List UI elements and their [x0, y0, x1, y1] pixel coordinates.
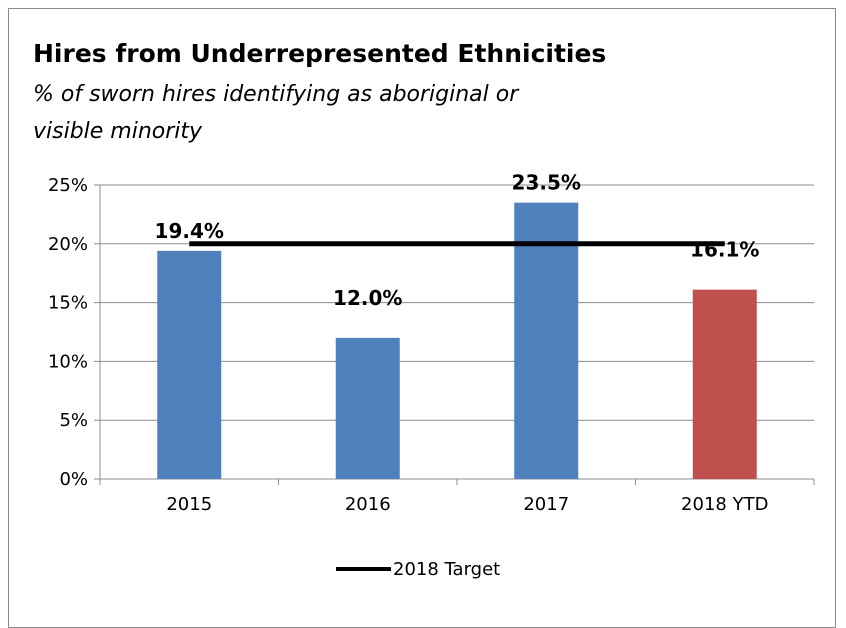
data-label: 23.5%: [512, 171, 581, 195]
x-tick-label: 2016: [345, 494, 391, 515]
y-tick-label: 25%: [48, 175, 88, 196]
bars: [157, 202, 757, 479]
y-tick-label: 20%: [48, 234, 88, 255]
bar: [335, 337, 400, 479]
data-label: 19.4%: [155, 219, 224, 243]
x-tick-label: 2015: [166, 494, 212, 515]
y-tick-label: 0%: [59, 469, 88, 490]
legend: 2018 Target: [336, 559, 500, 580]
chart-svg: Hires from Underrepresented Ethnicities …: [33, 39, 815, 580]
data-label: 12.0%: [333, 286, 402, 310]
chart-subtitle-line-2: visible minority: [33, 119, 203, 144]
y-tick-label: 10%: [48, 351, 88, 372]
bar: [514, 202, 579, 479]
bar: [157, 250, 222, 479]
y-tick-label: 15%: [48, 293, 88, 314]
y-tick-label: 5%: [59, 410, 88, 431]
legend-label: 2018 Target: [393, 559, 500, 580]
x-tick-label: 2018 YTD: [681, 494, 768, 515]
chart-title: Hires from Underrepresented Ethnicities: [33, 39, 606, 68]
data-label: 16.1%: [690, 238, 759, 262]
data-labels: 19.4% 12.0% 23.5% 16.1%: [155, 171, 760, 310]
chart-subtitle-line-1: % of sworn hires identifying as aborigin…: [33, 82, 520, 107]
axes: 0% 5% 10% 15% 20% 25% 2015 2016 2017 2018 YTD: [48, 175, 815, 515]
bar: [692, 289, 757, 479]
x-tick-label: 2017: [523, 494, 569, 515]
